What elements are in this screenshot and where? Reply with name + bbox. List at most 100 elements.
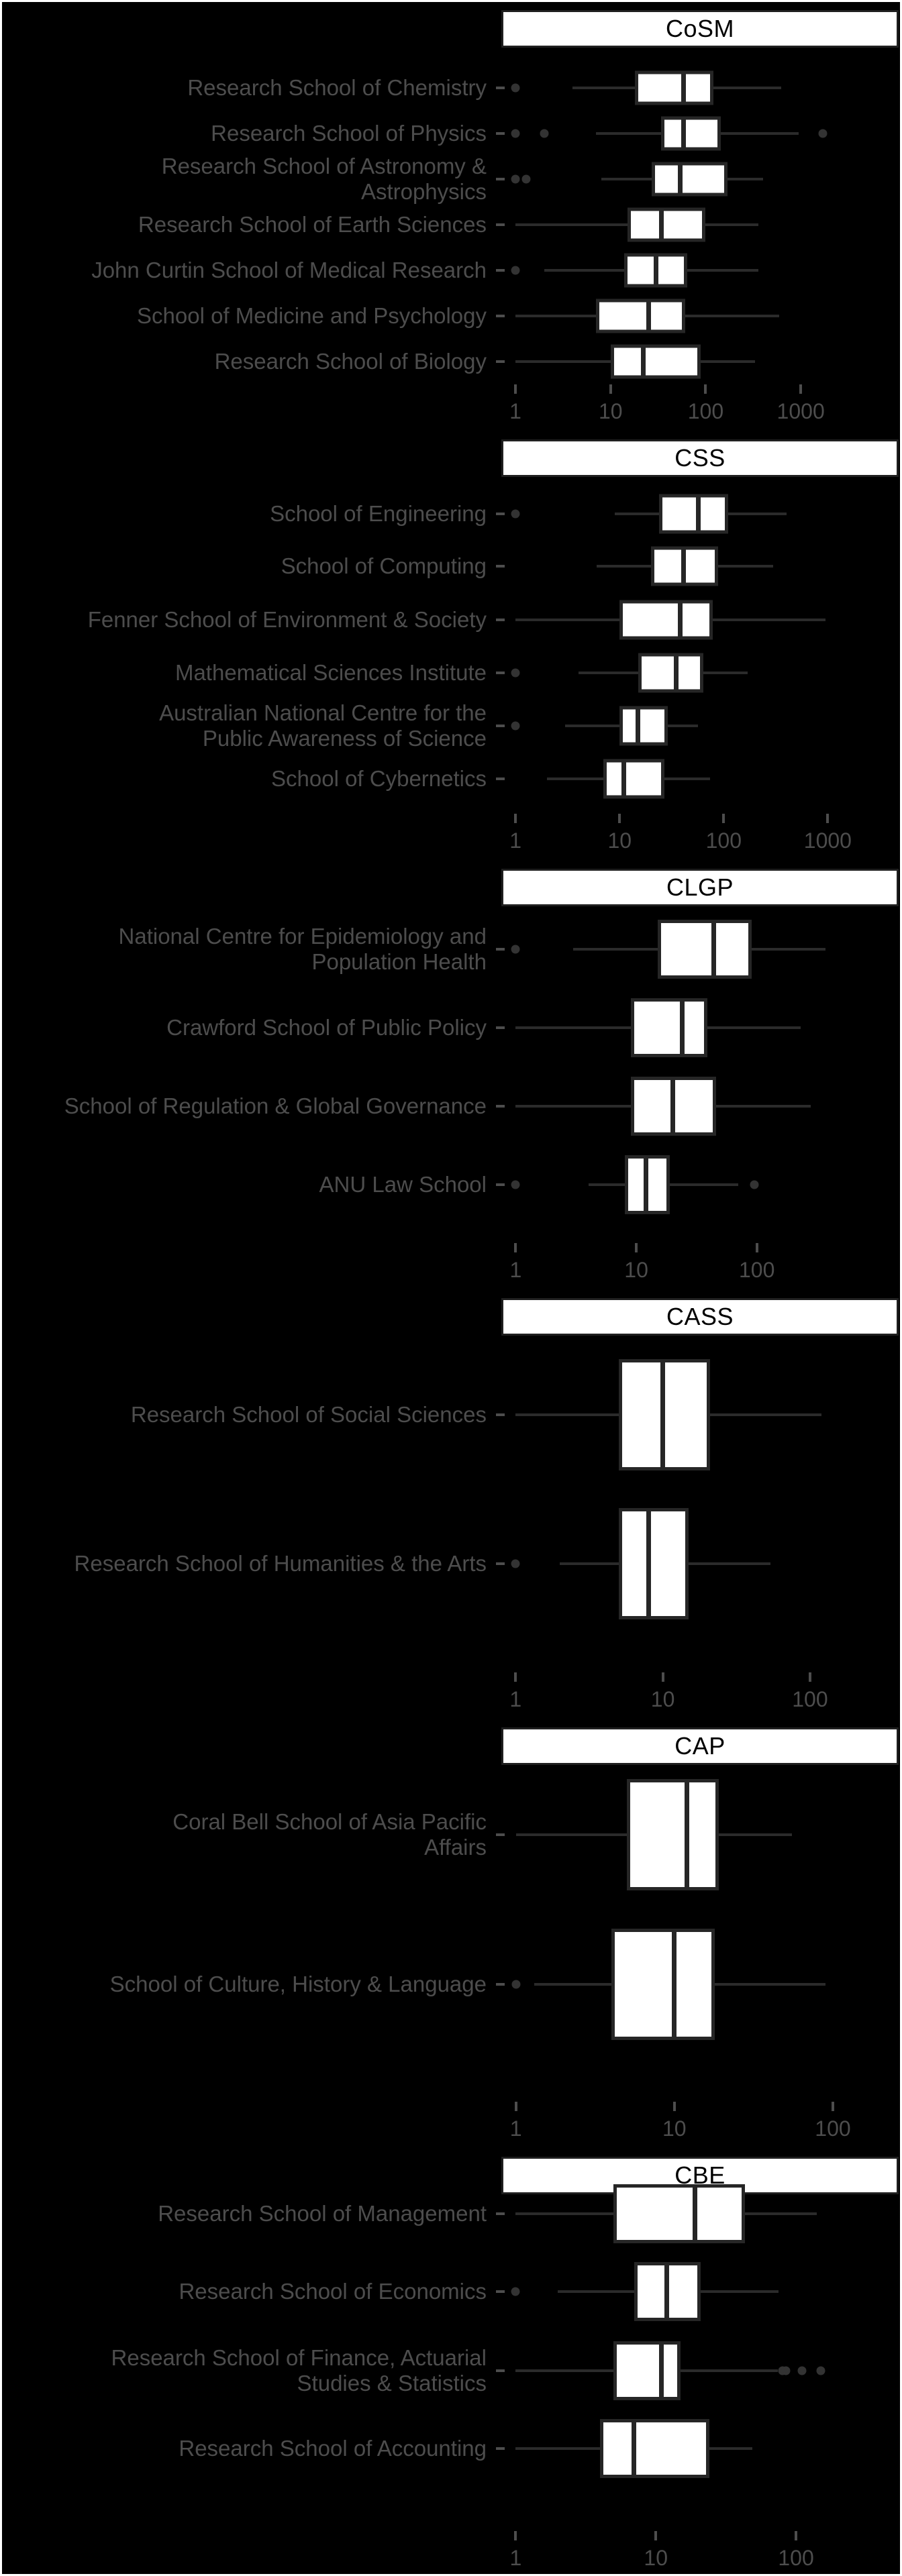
boxplot-box (619, 600, 713, 640)
category-tick (496, 1983, 505, 1986)
category-tick (496, 269, 505, 272)
facet-css: CSS School of Engineering School of Comput… (2, 431, 900, 861)
boxplot-median (685, 1782, 689, 1888)
boxplot-median (711, 922, 717, 976)
category-label: Research School of Chemistry (187, 75, 487, 100)
x-axis-tick-label: 1000 (803, 828, 852, 853)
outlier-point (511, 83, 520, 93)
boxplot-box (657, 920, 752, 979)
category-label: Research School of Physics (211, 121, 487, 146)
category-label: Coral Bell School of Asia Pacific Affair… (172, 1809, 487, 1860)
boxplot-box (651, 162, 728, 197)
x-axis-tick-label: 100 (705, 828, 742, 853)
outlier-point (781, 2366, 791, 2375)
boxplot-box (618, 1508, 689, 1619)
outlier-point (511, 266, 520, 275)
boxplot-box (627, 207, 706, 242)
category-label: School of Computing (281, 553, 487, 578)
facet-cass: CASS Research School of Social Sciences Re… (2, 1290, 900, 1719)
outlier-point (521, 174, 531, 184)
category-tick (496, 1026, 505, 1029)
category-tick (496, 315, 505, 317)
category-label: Research School of Economics (179, 2279, 487, 2304)
x-axis-tick-label: 10 (607, 828, 632, 853)
boxplot-median (659, 2344, 664, 2398)
boxplot-median (681, 119, 687, 148)
category-tick (496, 2369, 505, 2372)
boxplot-median (632, 2422, 637, 2475)
x-axis-tick-label: 100 (815, 2116, 851, 2141)
category-label: National Centre for Epidemiology and Pop… (118, 924, 487, 974)
boxplot-box (661, 116, 721, 151)
category-label: Research School of Humanities & the Arts (74, 1551, 487, 1576)
category-tick (496, 87, 505, 89)
boxplot-box (634, 70, 713, 105)
category-tick (496, 178, 505, 180)
boxplot-median (643, 1158, 648, 1212)
x-axis-tick (661, 1672, 664, 1682)
boxplot-median (681, 73, 687, 103)
outlier-point (511, 1980, 521, 1989)
boxplot-median (658, 210, 664, 239)
category-tick (496, 2447, 505, 2450)
x-axis-tick (514, 1672, 517, 1682)
facet-strip: CSS (501, 439, 899, 477)
category-label: Mathematical Sciences Institute (174, 660, 487, 685)
x-axis-tick (514, 814, 517, 823)
outlier-point (511, 668, 520, 678)
boxplot-median (672, 1931, 677, 2037)
x-axis-tick-label: 100 (687, 399, 724, 423)
category-label: Fenner School of Environment & Society (87, 607, 487, 632)
x-axis-tick-label: 10 (662, 2116, 687, 2141)
outlier-point (511, 129, 520, 138)
outlier-point (511, 1180, 520, 1189)
category-tick (496, 1833, 505, 1836)
boxplot-median (640, 347, 646, 376)
category-label: Research School of Earth Sciences (138, 212, 487, 237)
boxplot-median (679, 1001, 685, 1055)
category-label: ANU Law School (319, 1172, 487, 1197)
boxplot-box (626, 1779, 719, 1890)
facet-clgp: CLGP National Centre for Epidemiology and… (2, 861, 900, 1290)
category-label: Research School of Social Sciences (130, 1402, 487, 1427)
boxplot-median (681, 549, 686, 584)
x-axis-tick (514, 1243, 517, 1252)
category-tick (496, 2290, 505, 2293)
x-axis-tick (514, 2102, 517, 2111)
category-tick (496, 619, 505, 621)
x-axis-tick (672, 2102, 676, 2111)
boxplot-median (646, 1511, 651, 1617)
x-axis-tick (831, 2102, 834, 2111)
category-tick (496, 360, 505, 363)
boxplot-median (621, 761, 627, 796)
x-axis-tick-label: 10 (598, 399, 623, 423)
category-label: John Curtin School of Medical Research (91, 258, 487, 282)
x-axis-tick-label: 1 (509, 2116, 522, 2141)
x-axis-tick (795, 2531, 798, 2540)
boxplot-median (674, 655, 679, 690)
category-tick (496, 2212, 505, 2215)
x-axis-tick-label: 100 (778, 2546, 814, 2570)
category-label: School of Cybernetics (271, 766, 487, 791)
boxplot-median (678, 164, 683, 194)
outlier-point (816, 2366, 825, 2375)
boxplot-median (660, 1362, 666, 1468)
boxplot-box (638, 653, 704, 693)
x-axis-tick-label: 100 (792, 1687, 828, 1711)
boxplot-box (595, 299, 686, 333)
boxplot-box (630, 998, 708, 1057)
x-axis-tick (808, 1672, 811, 1682)
x-axis-tick (704, 384, 707, 394)
facet-title: CSS (674, 444, 725, 472)
boxplot-median (692, 2187, 697, 2241)
outlier-point (540, 129, 549, 138)
facet-cap: CAP Coral Bell School of Asia Pacific Aff… (2, 1719, 900, 2149)
facet-title: CAP (674, 1732, 725, 1760)
category-label: Research School of Astronomy & Astrophys… (161, 154, 487, 204)
boxplot-box (611, 1929, 715, 2040)
category-label: Research School of Accounting (179, 2436, 487, 2461)
outlier-point (797, 2366, 807, 2375)
boxplot-box (613, 2184, 745, 2243)
category-label: Research School of Management (158, 2201, 487, 2226)
facet-cbe: CBE Research School of Management Research… (2, 2149, 900, 2574)
